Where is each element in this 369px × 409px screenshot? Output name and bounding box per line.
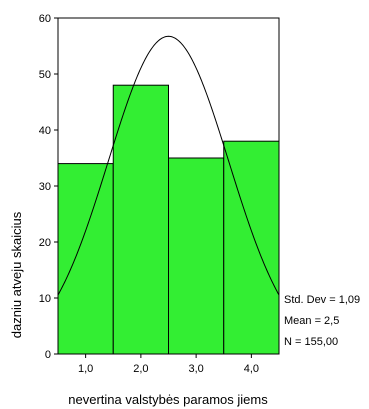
x-tick-label: 3,0 [188, 363, 203, 375]
y-ticks-group: 0 10 20 30 40 50 60 [39, 13, 58, 361]
x-tick-label: 4,0 [244, 363, 259, 375]
stat-n: N = 155,00 [284, 336, 338, 348]
y-tick-label: 60 [39, 13, 51, 25]
y-tick-label: 40 [39, 125, 51, 137]
y-tick-label: 10 [39, 293, 51, 305]
histogram-bar [112, 84, 169, 355]
bars-group [57, 84, 280, 355]
stat-mean: Mean = 2,5 [284, 315, 339, 327]
y-tick-label: 20 [39, 237, 51, 249]
stat-std-dev: Std. Dev = 1,09 [284, 294, 360, 306]
normal-curve [57, 35, 280, 296]
x-ticks-group: 1,0 2,0 3,0 4,0 [78, 354, 259, 375]
y-axis-title: dazniu atveju skaicius [9, 211, 24, 338]
x-axis-title: nevertina valstybės paramos jiems [68, 392, 268, 407]
y-tick-label: 30 [39, 181, 51, 193]
histogram-bar [223, 140, 280, 355]
histogram-bar [57, 163, 114, 355]
histogram-bar [168, 157, 225, 355]
x-tick-label: 2,0 [133, 363, 148, 375]
x-tick-label: 1,0 [78, 363, 93, 375]
y-tick-label: 0 [45, 349, 51, 361]
y-tick-label: 50 [39, 69, 51, 81]
